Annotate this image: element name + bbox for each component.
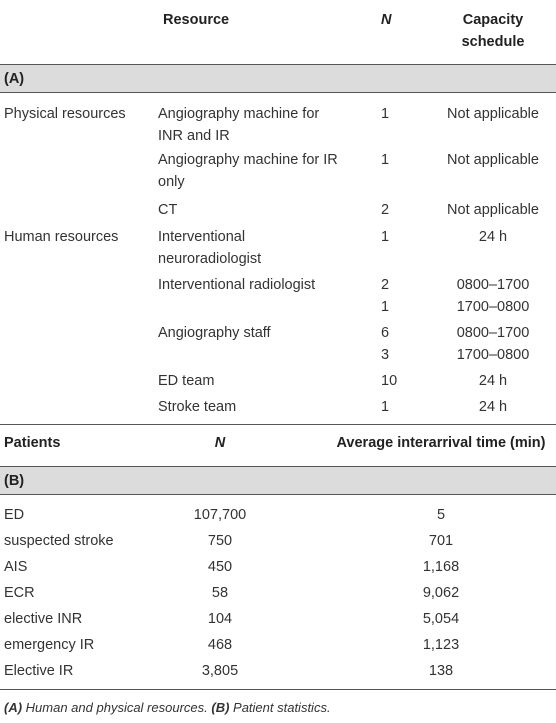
resource-cell: INR and IR bbox=[158, 126, 230, 146]
resource-cell: Stroke team bbox=[158, 397, 236, 417]
caption-text-a: Human and physical resources. bbox=[22, 700, 211, 715]
n-cell: 58 bbox=[140, 583, 300, 603]
header-patients: Patients bbox=[4, 433, 60, 453]
caption-label-b: (B) bbox=[211, 700, 229, 715]
capacity-cell: 1700–0800 bbox=[430, 297, 556, 317]
resource-cell: neuroradiologist bbox=[158, 249, 261, 269]
patient-cell: Elective IR bbox=[4, 661, 73, 681]
capacity-cell: 24 h bbox=[430, 371, 556, 391]
divider bbox=[0, 424, 556, 425]
divider bbox=[0, 92, 556, 93]
n-cell: 2 bbox=[381, 275, 389, 295]
n-cell: 1 bbox=[381, 297, 389, 317]
section-label-b: (B) bbox=[4, 471, 24, 491]
capacity-cell: 0800–1700 bbox=[430, 323, 556, 343]
n-cell: 3,805 bbox=[140, 661, 300, 681]
time-cell: 1,123 bbox=[326, 635, 556, 655]
n-cell: 1 bbox=[381, 150, 389, 170]
resource-cell: ED team bbox=[158, 371, 214, 391]
patient-cell: ED bbox=[4, 505, 24, 525]
time-cell: 5,054 bbox=[326, 609, 556, 629]
patient-cell: emergency IR bbox=[4, 635, 94, 655]
capacity-cell: Not applicable bbox=[430, 200, 556, 220]
time-cell: 701 bbox=[326, 531, 556, 551]
n-cell: 104 bbox=[140, 609, 300, 629]
capacity-cell: 0800–1700 bbox=[430, 275, 556, 295]
time-cell: 138 bbox=[326, 661, 556, 681]
section-label-a: (A) bbox=[4, 69, 24, 89]
n-cell: 1 bbox=[381, 104, 389, 124]
patient-cell: suspected stroke bbox=[4, 531, 114, 551]
time-cell: 1,168 bbox=[326, 557, 556, 577]
resource-cell: Angiography machine for IR bbox=[158, 150, 338, 170]
n-cell: 468 bbox=[140, 635, 300, 655]
n-cell: 750 bbox=[140, 531, 300, 551]
time-cell: 9,062 bbox=[326, 583, 556, 603]
header-capacity-1: Capacity bbox=[430, 10, 556, 30]
header-n: N bbox=[140, 433, 300, 453]
resource-cell: only bbox=[158, 172, 185, 192]
n-cell: 10 bbox=[381, 371, 397, 391]
capacity-cell: 24 h bbox=[430, 227, 556, 247]
resource-cell: Interventional radiologist bbox=[158, 275, 315, 295]
resource-cell: Angiography machine for bbox=[158, 104, 319, 124]
capacity-cell: Not applicable bbox=[430, 104, 556, 124]
section-band-a bbox=[0, 65, 556, 92]
n-cell: 2 bbox=[381, 200, 389, 220]
capacity-cell: 24 h bbox=[430, 397, 556, 417]
caption-label-a: (A) bbox=[4, 700, 22, 715]
divider bbox=[0, 689, 556, 690]
n-cell: 6 bbox=[381, 323, 389, 343]
category-human: Human resources bbox=[4, 227, 118, 247]
n-cell: 1 bbox=[381, 227, 389, 247]
time-cell: 5 bbox=[326, 505, 556, 525]
header-capacity-2: schedule bbox=[430, 32, 556, 52]
table-caption: (A) Human and physical resources. (B) Pa… bbox=[4, 698, 331, 718]
header-n: N bbox=[381, 10, 391, 30]
section-band-b bbox=[0, 467, 556, 494]
capacity-cell: Not applicable bbox=[430, 150, 556, 170]
resource-cell: Angiography staff bbox=[158, 323, 271, 343]
header-resource: Resource bbox=[163, 10, 229, 30]
resource-cell: CT bbox=[158, 200, 177, 220]
patient-cell: AIS bbox=[4, 557, 27, 577]
n-cell: 450 bbox=[140, 557, 300, 577]
divider bbox=[0, 494, 556, 495]
patient-cell: elective INR bbox=[4, 609, 82, 629]
caption-text-b: Patient statistics. bbox=[229, 700, 330, 715]
category-physical: Physical resources bbox=[4, 104, 126, 124]
n-cell: 3 bbox=[381, 345, 389, 365]
header-interarrival: Average interarrival time (min) bbox=[326, 433, 556, 453]
resource-cell: Interventional bbox=[158, 227, 245, 247]
n-cell: 107,700 bbox=[140, 505, 300, 525]
n-cell: 1 bbox=[381, 397, 389, 417]
patient-cell: ECR bbox=[4, 583, 35, 603]
capacity-cell: 1700–0800 bbox=[430, 345, 556, 365]
